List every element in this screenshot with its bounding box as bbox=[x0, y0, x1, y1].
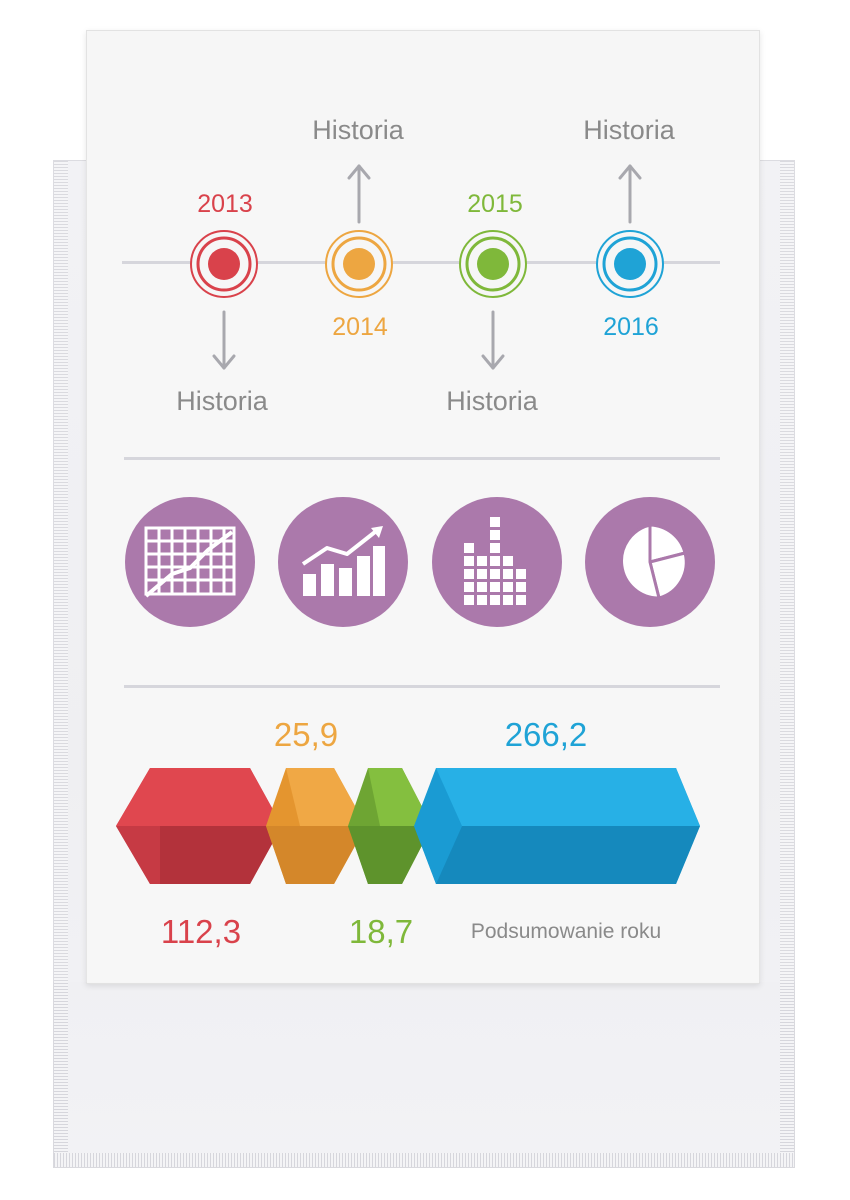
histogram-cell bbox=[490, 569, 500, 579]
red-block bbox=[116, 768, 282, 884]
target-2016-icon bbox=[596, 230, 664, 298]
year-2016-label: 2016 bbox=[603, 313, 659, 341]
year-2013-label: 2013 bbox=[197, 190, 253, 218]
blue-block bbox=[414, 768, 700, 884]
target-2015-icon bbox=[459, 230, 527, 298]
section-divider-top bbox=[124, 457, 720, 460]
growth-bar-chart-icon bbox=[278, 497, 408, 627]
sleeve-left-seam bbox=[54, 161, 68, 1167]
pie-chart-icon bbox=[585, 497, 715, 627]
histogram-cell bbox=[503, 569, 513, 579]
timeline-arrows bbox=[212, 164, 642, 370]
histogram-cell bbox=[477, 582, 487, 592]
histogram-cell bbox=[516, 582, 526, 592]
summary-caption: Podsumowanie roku bbox=[470, 920, 662, 943]
arrow-down-icon bbox=[481, 310, 505, 370]
histogram-cell bbox=[477, 556, 487, 566]
histogram-cell bbox=[503, 582, 513, 592]
history-2015-label: Historia bbox=[446, 386, 538, 416]
year-2014-label: 2014 bbox=[332, 313, 388, 341]
arrow-up-icon bbox=[618, 164, 642, 224]
arrow-down-icon bbox=[212, 310, 236, 370]
section-divider-bottom bbox=[124, 685, 720, 688]
histogram-cell bbox=[516, 569, 526, 579]
arrow-up-icon bbox=[347, 164, 371, 224]
histogram-cell bbox=[503, 556, 513, 566]
histogram-cell bbox=[516, 595, 526, 605]
history-2016-label: Historia bbox=[583, 115, 675, 145]
histogram-cell bbox=[503, 595, 513, 605]
target-2013-icon bbox=[190, 230, 258, 298]
timeline-axis bbox=[122, 261, 720, 264]
year-2015-label: 2015 bbox=[467, 190, 523, 218]
sleeve-right-seam bbox=[780, 161, 794, 1167]
timeline-nodes bbox=[190, 230, 664, 298]
value-red: 112,3 bbox=[160, 913, 242, 950]
histogram-cell bbox=[490, 517, 500, 527]
histogram-cell bbox=[490, 595, 500, 605]
histogram-cell bbox=[490, 530, 500, 540]
sleeve-bottom-seam bbox=[54, 1153, 794, 1167]
histogram-cell bbox=[464, 556, 474, 566]
histogram-cell bbox=[490, 556, 500, 566]
histogram-cell bbox=[464, 569, 474, 579]
histogram-cell bbox=[490, 543, 500, 553]
value-green: 18,7 bbox=[348, 913, 414, 950]
histogram-cell bbox=[490, 582, 500, 592]
grid-line-chart-icon bbox=[125, 497, 255, 627]
histogram-cell bbox=[464, 543, 474, 553]
history-2014-label: Historia bbox=[312, 115, 404, 145]
histogram-icon bbox=[432, 497, 562, 627]
histogram-cell bbox=[477, 569, 487, 579]
history-2013-label: Historia bbox=[176, 386, 268, 416]
orange-block bbox=[266, 768, 366, 884]
value-orange: 25,9 bbox=[273, 716, 339, 753]
histogram-cell bbox=[477, 595, 487, 605]
summary-blocks bbox=[116, 768, 700, 884]
target-2014-icon bbox=[325, 230, 393, 298]
value-blue: 266,2 bbox=[504, 716, 588, 753]
histogram-cell bbox=[464, 582, 474, 592]
green-block bbox=[348, 768, 432, 884]
histogram-cell bbox=[464, 595, 474, 605]
